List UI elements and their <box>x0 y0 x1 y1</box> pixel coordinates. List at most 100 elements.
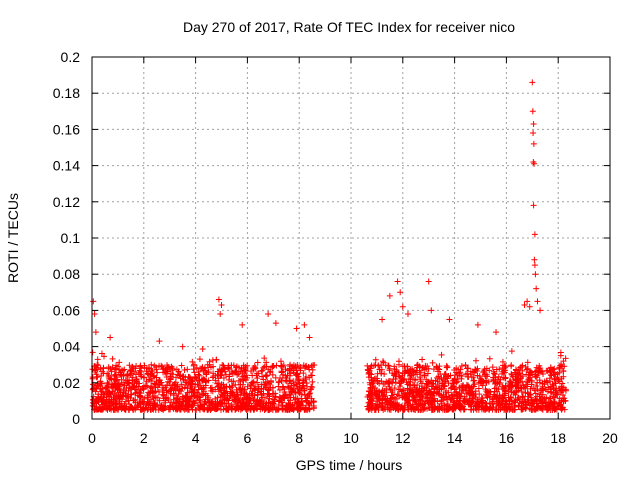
data-point <box>531 256 538 263</box>
data-point <box>178 362 185 369</box>
data-point <box>285 400 292 407</box>
x-tick-labels: 0 2 4 6 8 10 12 14 16 18 20 <box>88 430 618 446</box>
data-point <box>394 278 401 285</box>
data-point <box>434 388 441 395</box>
data-point <box>303 406 310 413</box>
data-point <box>440 374 447 381</box>
x-tick-label: 2 <box>140 430 148 446</box>
data-point <box>552 380 559 387</box>
data-point <box>513 376 520 383</box>
data-point <box>258 368 265 375</box>
data-point <box>475 385 482 392</box>
data-point <box>263 400 270 407</box>
data-point <box>393 368 400 375</box>
data-point <box>208 387 215 394</box>
data-point <box>261 363 268 370</box>
data-point <box>242 400 249 407</box>
data-point <box>191 389 198 396</box>
data-point <box>532 371 539 378</box>
data-point <box>456 370 463 377</box>
data-point <box>381 371 388 378</box>
data-point <box>555 403 562 410</box>
data-point <box>486 388 493 395</box>
data-point <box>220 384 227 391</box>
data-point <box>533 397 540 404</box>
data-point <box>530 120 537 127</box>
data-point <box>181 406 188 413</box>
data-point <box>495 373 502 380</box>
data-point <box>383 385 390 392</box>
data-point <box>171 380 178 387</box>
data-point <box>271 394 278 401</box>
data-point <box>483 401 490 408</box>
data-point <box>293 400 300 407</box>
data-point <box>533 285 540 292</box>
data-point <box>297 363 304 370</box>
data-point <box>235 406 242 413</box>
data-point <box>432 377 439 384</box>
x-tick-label: 0 <box>88 430 96 446</box>
data-point <box>530 130 537 137</box>
data-point <box>103 384 110 391</box>
data-point <box>385 362 392 369</box>
data-point <box>262 372 269 379</box>
data-point <box>421 366 428 373</box>
data-point <box>240 377 247 384</box>
data-point <box>380 381 387 388</box>
data-point <box>502 374 509 381</box>
data-point <box>243 377 250 384</box>
data-point <box>105 381 112 388</box>
data-point <box>143 401 150 408</box>
data-point <box>529 108 536 115</box>
data-point <box>145 394 152 401</box>
data-point <box>558 387 565 394</box>
data-point <box>306 390 313 397</box>
x-tick-label: 6 <box>244 430 252 446</box>
data-point <box>175 368 182 375</box>
data-point <box>260 364 267 371</box>
data-point <box>275 383 282 390</box>
data-point <box>367 363 374 370</box>
data-point <box>167 382 174 389</box>
data-point <box>180 376 187 383</box>
data-point <box>278 399 285 406</box>
data-point <box>493 366 500 373</box>
axis-ticks <box>91 56 611 420</box>
data-point <box>509 382 516 389</box>
data-point <box>497 376 504 383</box>
data-point <box>119 367 126 374</box>
data-point <box>165 364 172 371</box>
data-point <box>424 405 431 412</box>
data-point <box>498 370 505 377</box>
data-point <box>380 391 387 398</box>
data-point <box>436 376 443 383</box>
data-point <box>386 406 393 413</box>
data-point <box>300 370 307 377</box>
data-point <box>229 383 236 390</box>
data-point <box>287 377 294 384</box>
data-point <box>522 385 529 392</box>
data-point <box>101 403 108 410</box>
data-point <box>107 375 114 382</box>
data-point <box>161 403 168 410</box>
data-point <box>547 368 554 375</box>
data-point <box>233 401 240 408</box>
data-point <box>507 394 514 401</box>
data-point <box>186 389 193 396</box>
data-point <box>280 393 287 400</box>
data-point <box>156 362 163 369</box>
x-tick-label: 4 <box>192 430 200 446</box>
data-point <box>529 369 536 376</box>
data-point <box>414 361 421 368</box>
data-point <box>186 379 193 386</box>
data-point <box>122 392 129 399</box>
data-point <box>451 375 458 382</box>
data-point <box>249 380 256 387</box>
data-point <box>413 386 420 393</box>
data-point <box>241 386 248 393</box>
data-point <box>449 406 456 413</box>
data-point <box>508 348 515 355</box>
data-point <box>562 386 569 393</box>
data-point <box>421 372 428 379</box>
